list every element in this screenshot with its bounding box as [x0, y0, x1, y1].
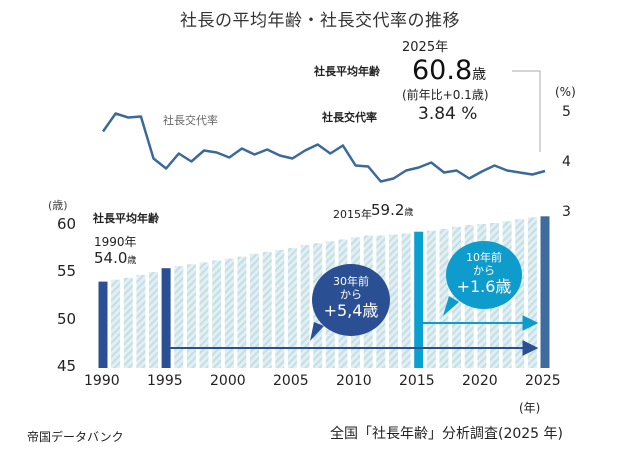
bar-1995 [161, 268, 171, 368]
bar-2023 [515, 219, 525, 368]
bubble-30-line1: 30年前 [333, 275, 369, 288]
bar-2013 [389, 234, 398, 368]
bubble-10-tail [443, 296, 459, 316]
arrow-group [166, 315, 539, 356]
bubble-30-tail [310, 322, 324, 341]
right-tick-5: 5 [562, 104, 571, 120]
bar-2005 [287, 248, 297, 368]
left-tick-50: 50 [57, 310, 77, 328]
line-series-label: 社長交代率 [163, 114, 218, 127]
summary-age-number: 60.8 [412, 55, 473, 86]
annotation-2015-number: 59.2 [371, 201, 405, 219]
bar-1994 [149, 272, 158, 368]
bubble-30-line2: から [340, 288, 362, 301]
survey-title: 全国「社長年齢」分析調査(2025 年) [330, 426, 564, 442]
bar-2000 [224, 258, 234, 368]
summary-age-label: 社長平均年齢 [314, 65, 380, 78]
annotation-2015-year: 2015年 [333, 208, 372, 221]
x-tick-2005: 2005 [273, 373, 309, 389]
x-tick-2010: 2010 [336, 373, 372, 389]
summary-bracket [512, 70, 541, 152]
annotation-2015-value: 59.2歳 [371, 201, 413, 219]
x-tick-2015: 2015 [399, 373, 435, 389]
summary-rate-value: 3.84 % [418, 104, 478, 124]
summary-age-unit: 歳 [472, 67, 487, 83]
bar-2017 [439, 228, 449, 368]
chart-title: 社長の平均年齢・社長交代率の推移 [180, 11, 460, 31]
bar-1999 [212, 260, 222, 368]
bubble-30-line3: +5,4歳 [323, 301, 379, 320]
x-tick-2025: 2025 [525, 373, 561, 389]
bar-1996 [174, 266, 184, 368]
right-tick-3: 3 [562, 204, 571, 220]
bubble-30-years: 30年前 から +5,4歳 [312, 264, 390, 336]
bar-1997 [186, 264, 196, 368]
left-tick-45: 45 [57, 357, 77, 375]
summary-age-value: 60.8歳 [412, 55, 486, 86]
line-series [101, 112, 546, 183]
bar-2002 [250, 253, 259, 368]
right-tick-4: 4 [562, 154, 571, 170]
summary-age-diff: (前年比+0.1歳) [402, 88, 489, 102]
bar-2001 [237, 256, 247, 368]
bar-1992 [123, 277, 133, 368]
bubble-10-line3: +1.6歳 [456, 277, 512, 296]
x-tick-2000: 2000 [210, 373, 246, 389]
bar-2003 [262, 251, 272, 368]
summary-year: 2025年 [402, 40, 449, 55]
bar-series-label: 社長平均年齢 [93, 212, 159, 225]
left-tick-55: 55 [57, 262, 77, 280]
bar-1998 [199, 262, 209, 368]
bar-2006 [300, 245, 310, 368]
bar-2004 [275, 249, 285, 368]
x-tick-1995: 1995 [147, 373, 183, 389]
x-tick-1990: 1990 [84, 373, 120, 389]
bubble-10-line2: から [473, 264, 495, 277]
bar-2014 [401, 233, 411, 368]
source-credit: 帝国データバンク [27, 430, 124, 444]
annotation-1990-year: 1990年 [94, 235, 137, 249]
bar-1991 [111, 279, 121, 368]
line-turnover-rate [101, 112, 546, 183]
bar-2016 [426, 230, 436, 368]
bar-2024 [527, 217, 537, 368]
annotation-2015-unit: 歳 [404, 208, 414, 218]
bar-1990 [98, 281, 108, 368]
left-tick-60: 60 [57, 215, 77, 233]
bar-2025 [540, 216, 550, 368]
bar-1993 [136, 274, 146, 368]
bubble-10-line1: 10年前 [466, 251, 502, 264]
left-axis-unit: (歳) [48, 199, 68, 212]
x-tick-2020: 2020 [462, 373, 498, 389]
x-axis-unit: (年) [519, 401, 541, 415]
annotation-1990-unit: 歳 [127, 256, 137, 266]
bubble-10-years: 10年前 から +1.6歳 [446, 241, 522, 309]
annotation-1990-value: 54.0歳 [94, 249, 136, 267]
summary-rate-label: 社長交代率 [322, 111, 377, 124]
annotation-1990-number: 54.0 [94, 249, 128, 267]
right-axis-unit: (%) [555, 85, 576, 99]
bar-2015 [414, 231, 424, 368]
